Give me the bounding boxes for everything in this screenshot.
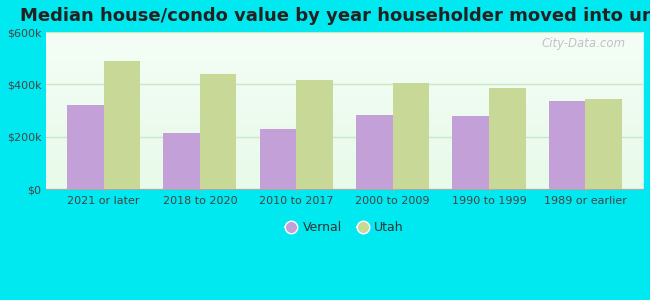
Bar [67,105,103,189]
Title: Median house/condo value by year householder moved into unit: Median house/condo value by year househo… [20,7,650,25]
Bar [200,74,237,189]
Bar [489,88,525,189]
Text: City-Data.com: City-Data.com [541,37,625,50]
Bar [259,129,296,189]
Bar [296,80,333,189]
Bar [163,133,200,189]
Bar [549,101,585,189]
Legend: Vernal, Utah: Vernal, Utah [280,216,409,239]
Bar [356,115,393,189]
Bar [393,83,429,189]
Bar [452,116,489,189]
Bar [585,99,622,189]
Bar [103,61,140,189]
